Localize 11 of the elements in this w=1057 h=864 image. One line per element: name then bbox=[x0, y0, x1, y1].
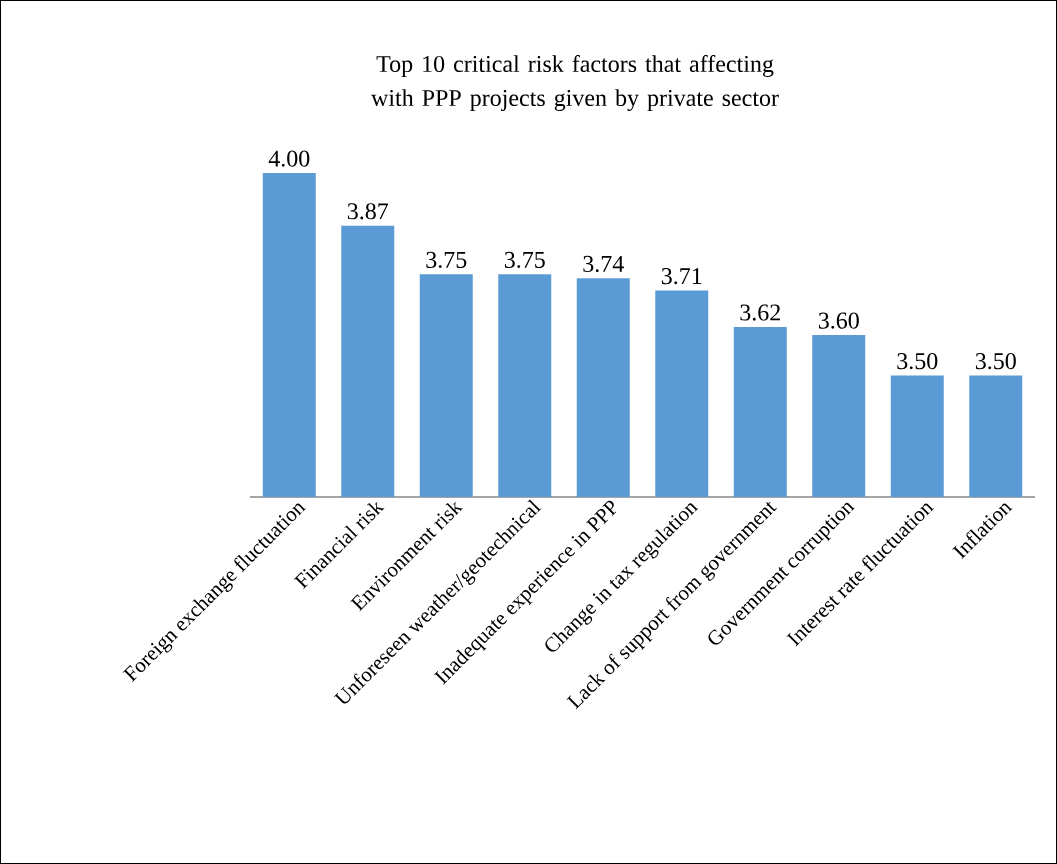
data-label: 3.50 bbox=[897, 352, 938, 370]
data-label: 3.75 bbox=[426, 251, 467, 269]
data-label: 3.60 bbox=[818, 312, 859, 329]
data-label: 3.50 bbox=[975, 352, 1016, 370]
data-label: 3.75 bbox=[504, 251, 545, 269]
data-label: 3.71 bbox=[661, 268, 702, 285]
chart-title: Top 10 critical risk factors that affecting with PPP projects given by private sector bbox=[371, 54, 779, 112]
data-label: 3.87 bbox=[347, 203, 389, 220]
data-label: 3.74 bbox=[583, 255, 624, 273]
data-label: 4.00 bbox=[268, 150, 310, 167]
data-label: 3.62 bbox=[740, 304, 780, 321]
